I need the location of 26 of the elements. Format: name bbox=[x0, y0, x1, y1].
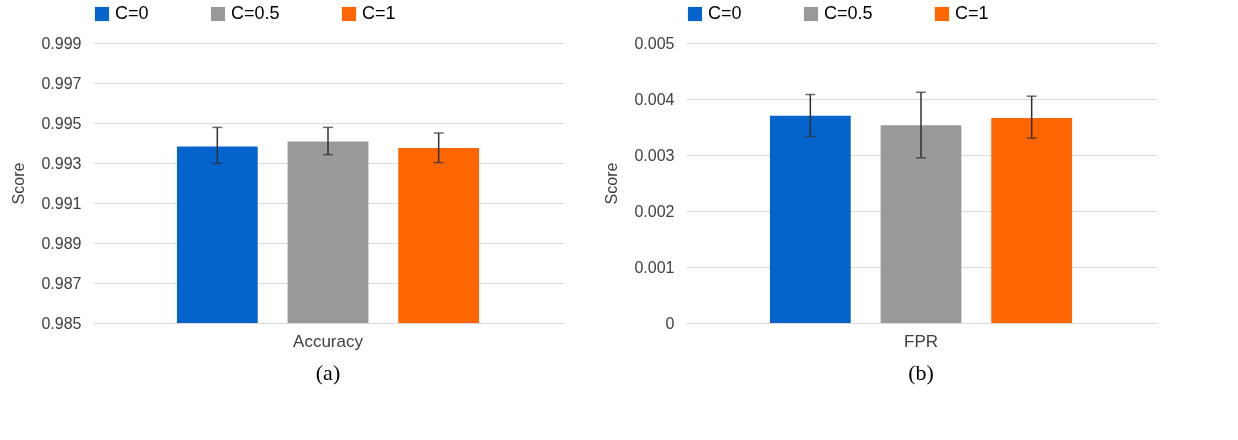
legend-label: C=0.5 bbox=[231, 3, 280, 23]
y-tick-label: 0.005 bbox=[634, 34, 675, 52]
text: (a) bbox=[315, 360, 341, 385]
y-tick-label: 0.993 bbox=[41, 154, 82, 172]
y-axis-title: Score bbox=[10, 162, 28, 205]
y-tick-label: 0.995 bbox=[41, 114, 82, 132]
y-tick-label: 0 bbox=[665, 314, 675, 332]
legend-label: C=1 bbox=[362, 3, 396, 23]
legend-label: C=0 bbox=[708, 3, 742, 23]
y-tick-label: 0.989 bbox=[41, 234, 82, 252]
y-tick-label: 0.999 bbox=[41, 34, 82, 52]
y-tick-label: 0.985 bbox=[41, 314, 82, 332]
x-tick-label: FPR bbox=[904, 331, 938, 351]
y-axis-title: Score bbox=[603, 162, 621, 205]
y-tick-label: 0.987 bbox=[41, 274, 82, 292]
y-tick-label: 0.003 bbox=[634, 146, 675, 164]
text: (b) bbox=[908, 360, 934, 385]
y-tick-label: 0.991 bbox=[41, 194, 82, 212]
y-tick-label: 0.997 bbox=[41, 74, 82, 92]
y-tick-label: 0.001 bbox=[634, 258, 675, 276]
legend-label: C=1 bbox=[955, 3, 989, 23]
y-tick-label: 0.002 bbox=[634, 202, 675, 220]
x-tick-label: Accuracy bbox=[293, 331, 364, 351]
legend-label: C=0.5 bbox=[824, 3, 873, 23]
legend-label: C=0 bbox=[115, 3, 149, 23]
y-tick-label: 0.004 bbox=[634, 90, 675, 108]
